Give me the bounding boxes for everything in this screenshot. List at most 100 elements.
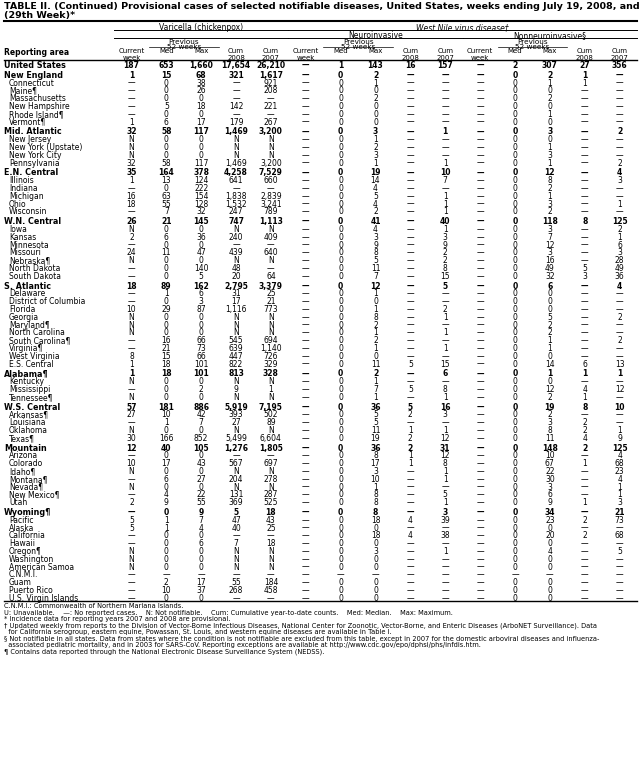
- Text: 117: 117: [193, 127, 209, 137]
- Text: 0: 0: [547, 594, 553, 603]
- Text: —: —: [302, 86, 310, 96]
- Text: 1: 1: [617, 369, 622, 378]
- Text: 7,195: 7,195: [259, 403, 283, 411]
- Text: 1: 1: [269, 385, 273, 394]
- Text: 8: 8: [443, 385, 447, 394]
- Text: 58: 58: [162, 158, 171, 168]
- Text: —: —: [128, 102, 135, 111]
- Text: 2: 2: [164, 578, 169, 587]
- Text: —: —: [616, 297, 624, 306]
- Text: —: —: [302, 482, 310, 492]
- Text: 886: 886: [193, 403, 209, 411]
- Text: 0: 0: [164, 594, 169, 603]
- Text: 0: 0: [338, 110, 343, 119]
- Text: Med: Med: [159, 48, 174, 54]
- Text: Minnesota: Minnesota: [9, 241, 49, 249]
- Text: 356: 356: [612, 61, 628, 70]
- Text: —: —: [128, 531, 135, 540]
- Text: —: —: [406, 586, 414, 595]
- Text: —: —: [616, 571, 624, 580]
- Text: —: —: [302, 71, 310, 80]
- Text: C.N.M.I.: C.N.M.I.: [9, 571, 38, 580]
- Text: 3: 3: [443, 233, 447, 242]
- Text: New York (Upstate): New York (Upstate): [9, 143, 83, 152]
- Text: 10: 10: [545, 452, 554, 460]
- Text: 0: 0: [164, 151, 169, 160]
- Text: 4,258: 4,258: [224, 168, 248, 178]
- Text: 7: 7: [443, 176, 447, 185]
- Text: Med: Med: [333, 48, 348, 54]
- Text: Cum
2007: Cum 2007: [262, 48, 280, 61]
- Text: 40: 40: [231, 523, 241, 533]
- Text: 0: 0: [513, 328, 517, 337]
- Text: 1: 1: [129, 360, 134, 368]
- Text: 0: 0: [513, 233, 517, 242]
- Text: —: —: [302, 110, 310, 119]
- Text: N: N: [233, 320, 239, 330]
- Text: 18: 18: [265, 508, 276, 517]
- Text: —: —: [442, 297, 449, 306]
- Text: 27: 27: [127, 411, 137, 419]
- Text: —: —: [302, 117, 310, 127]
- Text: —: —: [476, 86, 484, 96]
- Text: 2: 2: [129, 498, 134, 507]
- Text: 66: 66: [196, 336, 206, 345]
- Text: 1,469: 1,469: [225, 158, 247, 168]
- Text: —: —: [616, 151, 624, 160]
- Text: 89: 89: [161, 282, 172, 290]
- Text: 30: 30: [126, 434, 137, 443]
- Text: N: N: [233, 225, 239, 234]
- Text: 0: 0: [338, 290, 343, 299]
- Text: —: —: [476, 523, 484, 533]
- Text: 7,529: 7,529: [259, 168, 283, 178]
- Text: 8: 8: [582, 217, 587, 226]
- Text: N: N: [129, 563, 135, 571]
- Text: 2: 2: [373, 208, 378, 216]
- Text: 4: 4: [582, 385, 587, 394]
- Text: New York City: New York City: [9, 151, 62, 160]
- Text: 0: 0: [547, 352, 553, 361]
- Text: 8: 8: [582, 403, 587, 411]
- Text: 268: 268: [229, 586, 243, 595]
- Text: —: —: [616, 102, 624, 111]
- Text: —: —: [406, 467, 414, 476]
- Text: 2: 2: [582, 444, 587, 452]
- Text: 3: 3: [547, 127, 553, 137]
- Text: Cum
2007: Cum 2007: [437, 48, 454, 61]
- Text: —: —: [616, 86, 624, 96]
- Text: Previous: Previous: [343, 39, 373, 45]
- Text: —: —: [302, 344, 310, 353]
- Text: —: —: [302, 151, 310, 160]
- Text: 1,805: 1,805: [259, 444, 283, 452]
- Text: Indiana: Indiana: [9, 184, 38, 193]
- Text: 43: 43: [266, 516, 276, 525]
- Text: 11: 11: [370, 264, 380, 273]
- Text: Mississippi: Mississippi: [9, 385, 51, 394]
- Text: —: —: [128, 344, 135, 353]
- Text: 25: 25: [266, 523, 276, 533]
- Text: Delaware: Delaware: [9, 290, 46, 299]
- Text: Previous: Previous: [169, 39, 199, 45]
- Text: —: —: [302, 168, 310, 178]
- Text: —: —: [476, 151, 484, 160]
- Text: 164: 164: [158, 168, 174, 178]
- Text: Arizona: Arizona: [9, 452, 38, 460]
- Text: 15: 15: [162, 352, 171, 361]
- Text: Michigan: Michigan: [9, 191, 44, 201]
- Text: 0: 0: [513, 434, 517, 443]
- Text: 0: 0: [338, 79, 343, 87]
- Text: 7: 7: [373, 385, 378, 394]
- Text: 567: 567: [229, 459, 244, 468]
- Text: 9: 9: [547, 498, 553, 507]
- Text: 11: 11: [162, 249, 171, 257]
- Text: 0: 0: [547, 305, 553, 314]
- Text: N: N: [233, 547, 239, 556]
- Text: —: —: [581, 555, 588, 564]
- Text: 458: 458: [263, 586, 278, 595]
- Text: 73: 73: [196, 344, 206, 353]
- Text: * Incidence data for reporting years 2007 and 2008 are provisional.: * Incidence data for reporting years 200…: [4, 616, 230, 622]
- Text: —: —: [128, 385, 135, 394]
- Text: 0: 0: [164, 482, 169, 492]
- Text: 0: 0: [338, 127, 344, 137]
- Text: —: —: [476, 176, 484, 185]
